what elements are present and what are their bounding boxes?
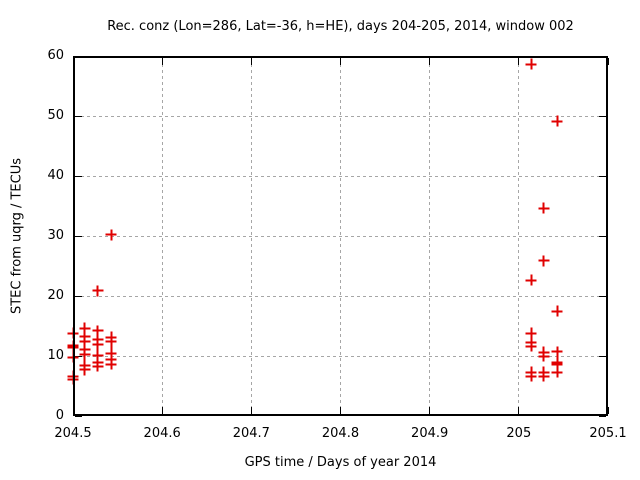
data-point-marker	[525, 340, 537, 352]
grid-line-y-40	[75, 175, 606, 177]
x-tick-label-204.8: 204.8	[321, 426, 360, 441]
data-point-marker	[105, 336, 117, 348]
grid-line-y-20	[75, 295, 606, 297]
data-point-marker	[105, 347, 117, 359]
y-tick-label-10: 10	[47, 348, 64, 363]
data-point-marker	[92, 338, 104, 350]
y-tick-label-40: 40	[47, 168, 64, 183]
data-point-marker	[538, 255, 550, 267]
tick-x-bottom-205	[518, 407, 520, 414]
tick-x-top-204.6	[161, 58, 163, 65]
x-tick-label-205: 205	[506, 426, 532, 441]
tick-y-left-60	[75, 55, 82, 57]
x-tick-label-204.6: 204.6	[143, 426, 181, 441]
data-point-marker	[92, 349, 104, 361]
tick-y-left-10	[75, 355, 82, 357]
y-tick-label-30: 30	[47, 228, 64, 243]
tick-x-top-204.9	[429, 58, 431, 65]
x-tick-label-204.5: 204.5	[54, 426, 92, 441]
grid-line-y-50	[75, 115, 606, 117]
data-point-marker	[551, 346, 563, 358]
tick-x-bottom-205.1	[607, 407, 609, 414]
tick-x-bottom-204.8	[340, 407, 341, 414]
data-point-marker	[79, 364, 91, 376]
x-tick-label-204.7: 204.7	[232, 426, 270, 441]
tick-y-right-50	[599, 115, 606, 117]
data-point-marker	[525, 327, 537, 339]
x-axis-label: GPS time / Days of year 2014	[244, 455, 437, 470]
plot-area	[67, 55, 609, 417]
data-point-marker	[67, 373, 79, 385]
grid-line-y-30	[75, 235, 606, 237]
x-tick-label-204.9: 204.9	[411, 426, 449, 441]
data-point-marker	[551, 366, 563, 378]
data-point-marker	[538, 350, 550, 362]
tick-y-right-10	[599, 355, 606, 357]
tick-y-left-30	[75, 235, 82, 237]
tick-y-right-30	[599, 235, 606, 237]
data-point-marker	[79, 349, 91, 361]
data-point-marker	[92, 285, 104, 297]
tick-x-bottom-204.6	[161, 407, 163, 414]
tick-x-top-204.7	[250, 58, 252, 65]
data-point-marker	[105, 358, 117, 370]
tick-y-right-40	[599, 175, 606, 177]
data-point-marker	[79, 322, 91, 334]
data-point-marker	[551, 305, 563, 317]
tick-x-top-205.1	[607, 58, 609, 65]
data-point-marker	[92, 325, 104, 337]
data-point-marker	[525, 58, 537, 70]
tick-x-bottom-204.5	[72, 407, 74, 414]
tick-y-left-20	[75, 295, 82, 297]
data-point-marker	[525, 370, 537, 382]
data-point-marker	[67, 351, 79, 363]
x-tick-label-205.1: 205.1	[589, 426, 627, 441]
data-point-marker	[551, 115, 563, 127]
tick-y-right-20	[599, 295, 606, 297]
tick-y-right-0	[599, 415, 606, 417]
y-tick-label-50: 50	[47, 108, 64, 123]
tick-x-bottom-204.7	[250, 407, 252, 414]
tick-x-top-204.5	[72, 58, 74, 65]
y-tick-label-0: 0	[55, 408, 64, 423]
data-point-marker	[538, 202, 550, 214]
data-point-marker	[92, 360, 104, 372]
y-tick-label-20: 20	[47, 288, 64, 303]
grid-line-y-10	[75, 355, 606, 357]
data-point-marker	[538, 370, 550, 382]
data-point-marker	[525, 274, 537, 286]
data-point-marker	[79, 336, 91, 348]
data-point-marker	[551, 358, 563, 370]
tick-y-left-0	[75, 415, 82, 417]
tick-x-top-205	[518, 58, 520, 65]
tick-x-bottom-204.9	[429, 407, 431, 414]
data-point-marker	[105, 229, 117, 241]
chart-title: Rec. conz (Lon=286, Lat=-36, h=HE), days…	[107, 19, 574, 34]
tick-y-right-60	[599, 55, 606, 57]
tick-x-top-204.8	[340, 58, 341, 65]
y-tick-label-60: 60	[47, 48, 64, 63]
tick-y-left-50	[75, 115, 82, 117]
tick-y-left-40	[75, 175, 82, 177]
data-point-marker	[67, 327, 79, 339]
